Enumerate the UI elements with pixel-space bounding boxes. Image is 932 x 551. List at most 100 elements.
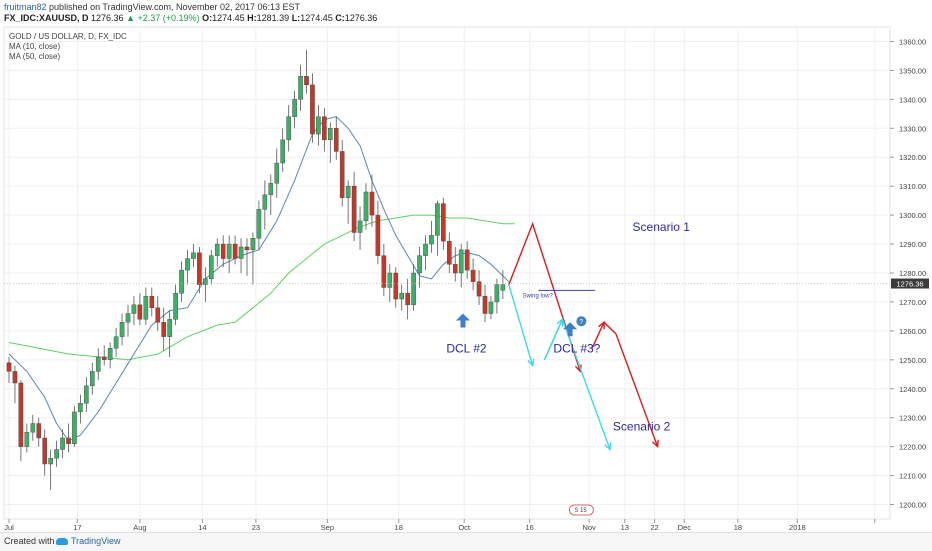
annotations-layer: Scenario 1 Scenario 2 DCL #2 DCL #3? Swing l… bbox=[4, 220, 890, 516]
high-value: 1281.39 bbox=[256, 13, 290, 23]
y-tick-label: 1340.00 bbox=[899, 95, 926, 104]
candle-up bbox=[191, 252, 196, 259]
footer-bar: Created with TradingView bbox=[0, 532, 932, 551]
candle-up bbox=[268, 183, 274, 196]
candle-down bbox=[304, 75, 309, 86]
candle-down bbox=[161, 322, 167, 337]
candle-down bbox=[464, 249, 470, 271]
x-tick-label: 13 bbox=[621, 523, 629, 532]
scenario1-arrow-leg1 bbox=[508, 221, 581, 372]
question-badge-icon bbox=[576, 316, 587, 327]
candle-up bbox=[458, 249, 464, 274]
author-link[interactable]: fruitman82 bbox=[4, 2, 47, 12]
candle-down bbox=[470, 269, 476, 282]
candle-up bbox=[78, 403, 83, 413]
scenario2-arrow-leg2-head bbox=[604, 442, 612, 451]
x-tick-label: Aug bbox=[133, 523, 146, 532]
y-tick-label: 1260.00 bbox=[899, 327, 926, 336]
candle-down bbox=[476, 281, 482, 297]
candle-up bbox=[250, 238, 256, 251]
candle-up bbox=[179, 269, 184, 294]
candle-up bbox=[494, 284, 500, 303]
candle-up bbox=[292, 99, 297, 117]
question-badge-label: ? bbox=[579, 319, 583, 326]
candle-down bbox=[351, 185, 357, 233]
news-badge-icon bbox=[568, 504, 594, 516]
candle-down bbox=[441, 203, 446, 242]
candle-up bbox=[119, 322, 125, 337]
price-chart[interactable]: Scenario 1 Scenario 2 DCL #2 DCL #3? Swing l… bbox=[0, 0, 932, 532]
candle-down bbox=[155, 307, 161, 323]
candle-up bbox=[143, 295, 149, 320]
news-badge-label: S 15 bbox=[574, 508, 587, 514]
candle-up bbox=[48, 458, 53, 465]
candle-up bbox=[411, 272, 416, 306]
y-tick-label: 1270.00 bbox=[899, 298, 926, 307]
candle-down bbox=[149, 295, 155, 308]
candle-up bbox=[286, 116, 291, 141]
candle-up bbox=[423, 243, 428, 256]
price-axis[interactable]: 1200.00 1210.00 1220.00 1230.00 1240.00 1250.… bbox=[890, 37, 929, 510]
x-tick-label: Jul bbox=[4, 523, 14, 532]
candle-down bbox=[452, 264, 458, 274]
time-axis[interactable]: Jul 17 Aug 14 23 Sep 18 Oct 16 Nov 13 22 Dec 18 2018 bbox=[4, 519, 876, 532]
y-tick-label: 1330.00 bbox=[899, 124, 926, 133]
low-label: L: bbox=[291, 13, 301, 23]
candle-down bbox=[244, 246, 250, 251]
x-tick-label: Oct bbox=[458, 523, 471, 532]
y-tick-label: 1230.00 bbox=[899, 414, 926, 423]
candle-up bbox=[280, 139, 286, 164]
candle-up bbox=[113, 336, 119, 349]
swing-low-label: Swing low? bbox=[522, 294, 553, 300]
y-tick-label: 1290.00 bbox=[899, 240, 926, 249]
legend-ma50[interactable]: MA (50, close) bbox=[9, 52, 61, 61]
candle-up bbox=[208, 255, 214, 279]
candle-down bbox=[232, 243, 238, 259]
candle-up bbox=[95, 356, 101, 372]
last-price: 1276.36 bbox=[91, 13, 124, 23]
candle-up bbox=[107, 348, 113, 361]
candle-up bbox=[238, 246, 244, 259]
symbol-label: FX_IDC:XAUUSD, D bbox=[4, 13, 89, 23]
candle-up bbox=[298, 75, 303, 100]
candle-down bbox=[381, 255, 387, 288]
dcl3-arrow-icon bbox=[563, 322, 578, 337]
price-change: ▲ +2.37 (+0.19%) bbox=[126, 13, 200, 23]
candle-up bbox=[60, 437, 65, 450]
current-price-label: 1276.36 bbox=[896, 280, 923, 289]
y-tick-label: 1350.00 bbox=[899, 66, 926, 75]
open-label: O: bbox=[202, 13, 213, 23]
scenario1-arrow-leg2 bbox=[603, 321, 659, 447]
scenario1-arrow-leg2-head bbox=[652, 439, 659, 449]
candle-down bbox=[6, 362, 12, 372]
candle-up bbox=[345, 185, 351, 198]
legend-ma10[interactable]: MA (10, close) bbox=[9, 42, 61, 51]
candles-layer bbox=[6, 50, 506, 491]
x-tick-label: 2018 bbox=[789, 523, 806, 532]
y-tick-label: 1200.00 bbox=[899, 501, 926, 510]
tradingview-logo[interactable]: TradingView bbox=[56, 536, 121, 546]
x-tick-label: 23 bbox=[252, 523, 260, 532]
y-tick-label: 1310.00 bbox=[899, 182, 926, 191]
candle-down bbox=[339, 151, 345, 198]
candle-down bbox=[447, 240, 452, 265]
candle-down bbox=[18, 382, 24, 447]
candle-up bbox=[256, 209, 262, 239]
candle-down bbox=[322, 116, 327, 141]
candle-down bbox=[42, 437, 47, 465]
candle-up bbox=[167, 319, 172, 337]
candle-down bbox=[197, 252, 202, 285]
candle-up bbox=[131, 304, 137, 314]
x-tick-label: 16 bbox=[525, 523, 533, 532]
candle-down bbox=[101, 356, 107, 361]
dcl3-label: DCL #3? bbox=[553, 342, 600, 356]
created-with-text: Created with bbox=[4, 536, 55, 546]
x-tick-label: Dec bbox=[678, 523, 692, 532]
publish-info: fruitman82 published on TradingView.com,… bbox=[4, 2, 300, 12]
grid bbox=[4, 27, 890, 519]
candle-down bbox=[36, 423, 42, 439]
candle-down bbox=[393, 272, 399, 300]
scenario2-label: Scenario 2 bbox=[613, 420, 671, 434]
scenario2-arrow-peak-head bbox=[556, 317, 564, 327]
candle-up bbox=[399, 293, 405, 300]
